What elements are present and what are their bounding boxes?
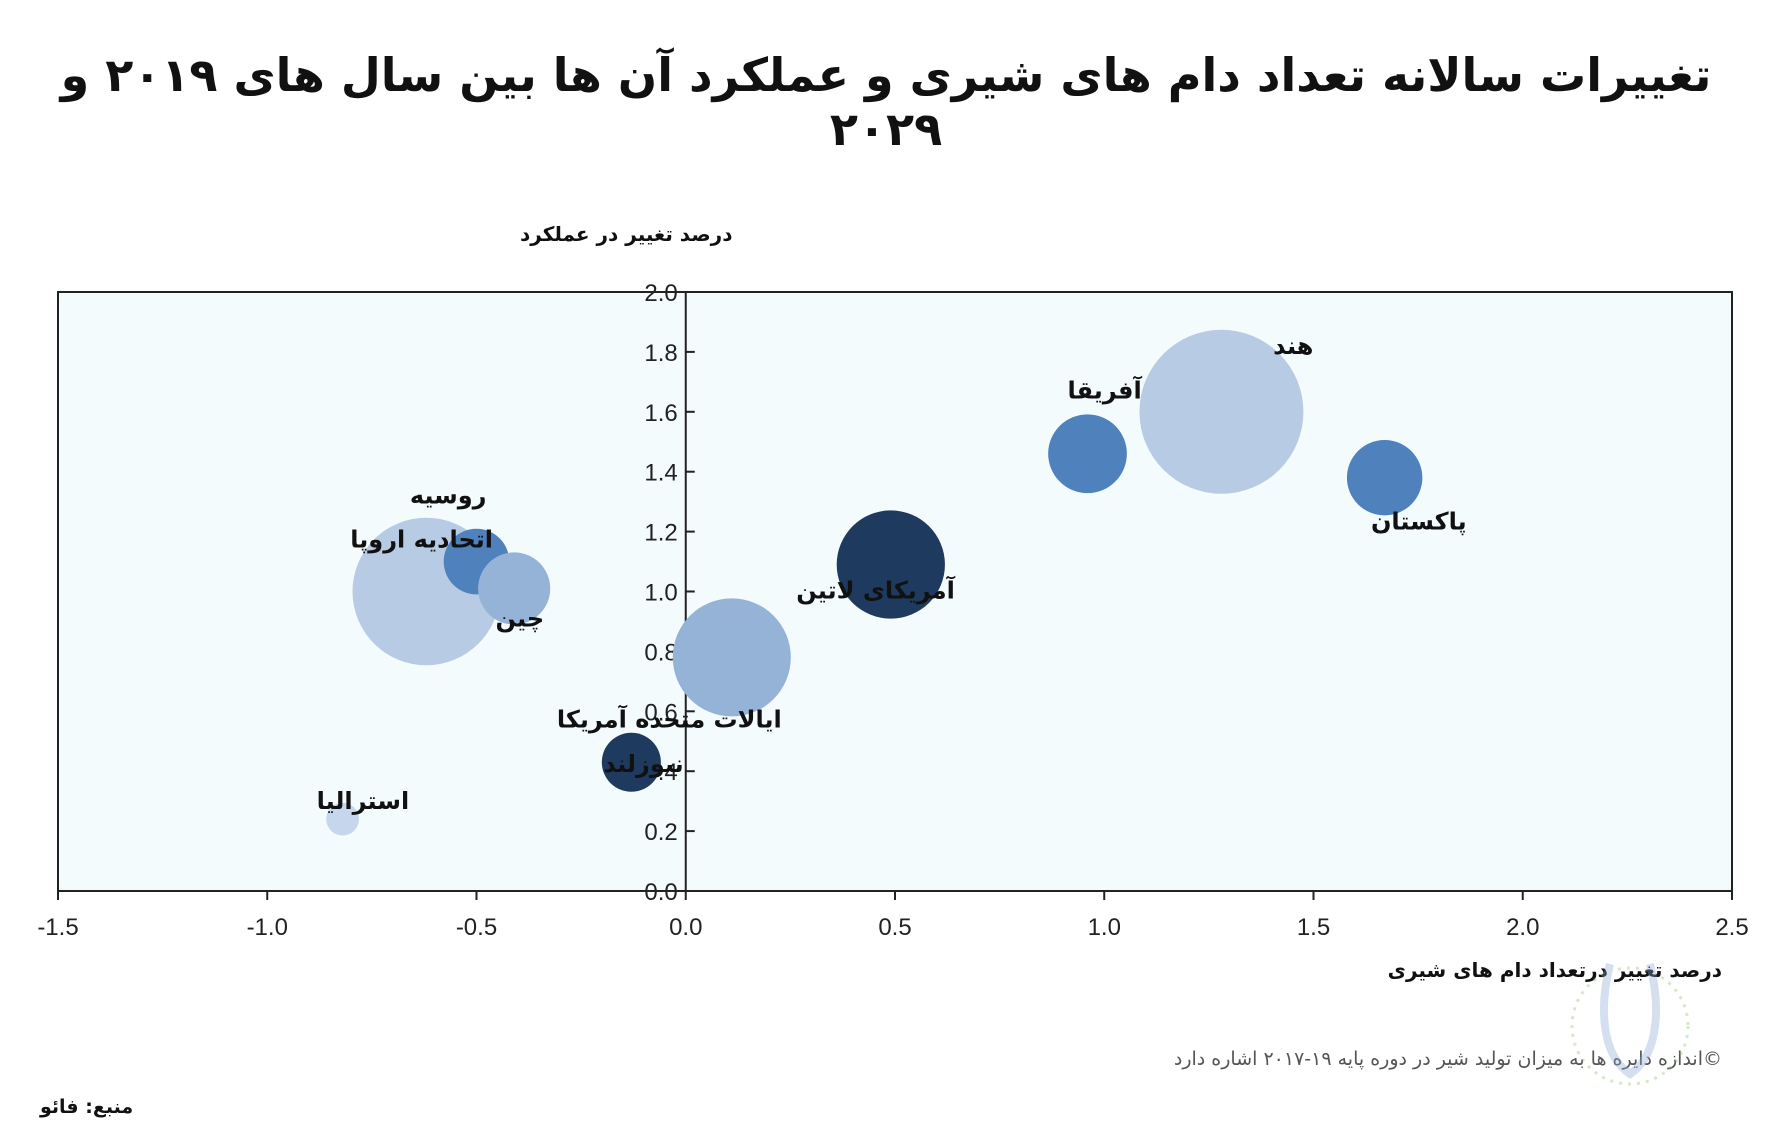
- bubble-label: چین: [495, 605, 544, 633]
- bubble-label: اتحادیه اروپا: [350, 526, 493, 554]
- x-tick-label: 0.0: [669, 914, 702, 941]
- bubble-label: روسیه: [410, 482, 487, 510]
- y-tick-label: 1.8: [644, 340, 677, 367]
- bubble-point: [1048, 414, 1127, 494]
- bubble-label: استرالیا: [317, 787, 410, 815]
- x-tick-label: 2.5: [1715, 914, 1748, 941]
- bubble-point: [326, 802, 359, 836]
- x-tick-label: 0.5: [878, 914, 911, 941]
- bubble-label: آمریکای لاتین: [796, 576, 955, 605]
- y-tick-label: 1.6: [644, 400, 677, 427]
- x-tick-label: -0.5: [456, 914, 497, 941]
- x-tick-label: -1.5: [37, 914, 78, 941]
- x-axis-label: درصد تغییر درتعداد دام های شیری: [1387, 958, 1722, 982]
- x-tick-label: -1.0: [247, 914, 288, 941]
- y-tick-label: 0.6: [644, 699, 677, 726]
- y-tick-label: 2.0: [644, 280, 677, 307]
- y-tick-label: 1.0: [644, 580, 677, 607]
- y-tick-label: 1.2: [644, 520, 677, 547]
- bubble-point: [672, 598, 791, 717]
- x-tick-label: 2.0: [1506, 914, 1539, 941]
- y-tick-label: 0.8: [644, 639, 677, 666]
- y-tick-label: 1.4: [644, 460, 677, 487]
- bubble-point: [601, 732, 661, 792]
- bubble-size-note: ©اندازه دایره ها به میزان تولید شیر در د…: [1173, 1048, 1722, 1070]
- bubble-point: [478, 552, 551, 625]
- y-axis-label: درصد تغییر در عملکرد: [520, 222, 733, 246]
- source-credit: منبع: فائو: [40, 1096, 134, 1118]
- bubble-label: پاکستان: [1371, 508, 1467, 536]
- bubble-label: آفریقا: [1068, 376, 1143, 405]
- chart-title: تغییرات سالانه تعداد دام های شیری و عملک…: [60, 48, 1712, 156]
- bubble-label: نیوزلند: [603, 750, 683, 778]
- y-tick-label: 0.0: [644, 879, 677, 906]
- bubble-point: [836, 510, 945, 619]
- x-tick-label: 1.0: [1088, 914, 1121, 941]
- y-tick-label: 0.2: [644, 819, 677, 846]
- x-tick-label: 1.5: [1297, 914, 1330, 941]
- bubble-point: [1346, 439, 1423, 516]
- plot-frame: [57, 291, 1733, 892]
- bubble-point: [1139, 329, 1304, 494]
- bubble-label: ایالات متحده آمریکا: [557, 704, 782, 733]
- bubble-label: هند: [1273, 332, 1313, 360]
- watermark-logo-icon: [1570, 963, 1690, 1086]
